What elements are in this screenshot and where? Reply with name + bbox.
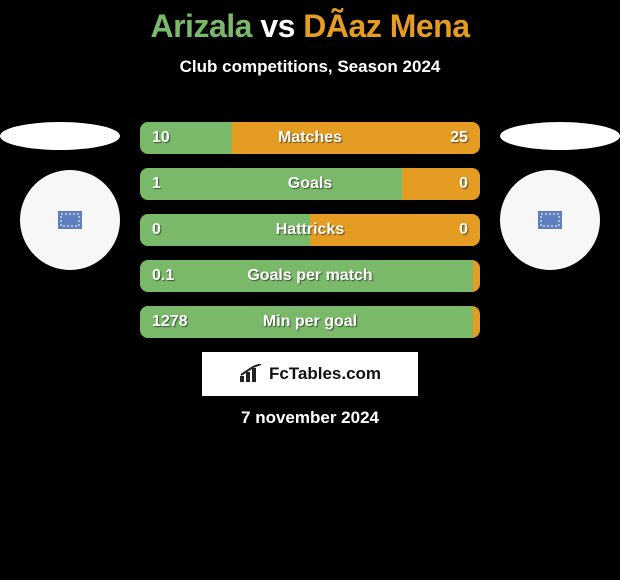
bar-chart-icon bbox=[239, 364, 263, 384]
player2-flag-circle bbox=[500, 170, 600, 270]
ellipse-decoration-right bbox=[500, 122, 620, 150]
player2-name: DÃ­az Mena bbox=[303, 8, 469, 44]
page-title: Arizala vs DÃ­az Mena bbox=[0, 0, 620, 45]
stat-row: 1278Min per goal bbox=[140, 306, 480, 338]
stat-label: Min per goal bbox=[140, 306, 480, 338]
subtitle: Club competitions, Season 2024 bbox=[0, 57, 620, 77]
player1-flag-circle bbox=[20, 170, 120, 270]
ellipse-decoration-left bbox=[0, 122, 120, 150]
stat-label: Matches bbox=[140, 122, 480, 154]
flag-icon bbox=[538, 211, 562, 229]
stat-label: Goals bbox=[140, 168, 480, 200]
date-text: 7 november 2024 bbox=[0, 408, 620, 428]
stat-row: 0.1Goals per match bbox=[140, 260, 480, 292]
stat-row: 00Hattricks bbox=[140, 214, 480, 246]
stat-row: 1025Matches bbox=[140, 122, 480, 154]
player1-name: Arizala bbox=[150, 8, 251, 44]
vs-text: vs bbox=[260, 8, 295, 44]
stat-label: Goals per match bbox=[140, 260, 480, 292]
stat-label: Hattricks bbox=[140, 214, 480, 246]
brand-box[interactable]: FcTables.com bbox=[202, 352, 418, 396]
flag-icon bbox=[58, 211, 82, 229]
stats-container: 1025Matches 10Goals 00Hattricks 0.1Goals pe… bbox=[140, 122, 480, 352]
brand-text: FcTables.com bbox=[269, 364, 381, 384]
stat-row: 10Goals bbox=[140, 168, 480, 200]
